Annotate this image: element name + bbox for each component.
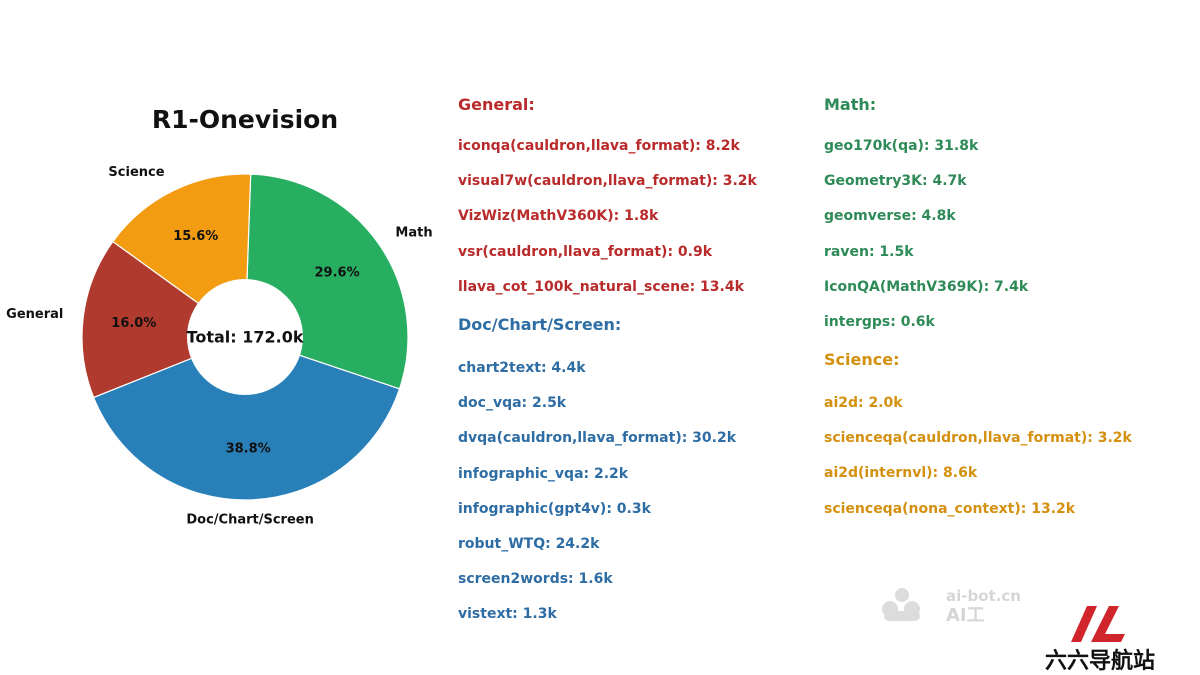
slice-category-label: General — [6, 307, 63, 322]
general-list: iconqa(cauldron,llava_format): 8.2k visu… — [458, 137, 798, 313]
list-item: IconQA(MathV369K): 7.4k — [824, 278, 1029, 295]
doc-heading: Doc/Chart/Screen: — [458, 315, 622, 334]
list-item: screen2words: 1.6k — [458, 571, 613, 588]
list-item: VizWiz(MathV360K): 1.8k — [458, 208, 659, 225]
logo-mark-icon — [1071, 606, 1125, 642]
list-item: scienceqa(nona_context): 13.2k — [824, 500, 1076, 517]
list-item: doc_vqa: 2.5k — [458, 395, 567, 412]
list-item: ai2d: 2.0k — [824, 395, 903, 411]
robot-icon — [882, 588, 920, 621]
logo-text: 六六导航站 — [1045, 648, 1155, 674]
doc-category-block: Doc/Chart/Screen: chart2text: 4.4k doc_v… — [458, 315, 798, 641]
slice-category-label: Doc/Chart/Screen — [186, 512, 314, 527]
site-logo: 六六导航站 — [1045, 606, 1155, 674]
science-category-block: Science: ai2d: 2.0k scienceqa(cauldron,l… — [824, 350, 1184, 535]
watermark: ai-bot.cn AI工 — [882, 587, 1021, 625]
list-item: robut_WTQ: 24.2k — [458, 535, 600, 552]
list-item: dvqa(cauldron,llava_format): 30.2k — [458, 430, 737, 447]
science-heading: Science: — [824, 350, 900, 369]
list-item: raven: 1.5k — [824, 243, 914, 260]
pie-slice-doc-chart-screen — [92, 336, 401, 501]
list-item: iconqa(cauldron,llava_format): 8.2k — [458, 138, 740, 154]
donut-chart: R1-Onevision 29.6% Math 38.8% Doc/Chart/Scr… — [6, 105, 432, 527]
list-item: geo170k(qa): 31.8k — [824, 138, 979, 154]
watermark-site: ai-bot.cn — [946, 587, 1021, 605]
math-list: geo170k(qa): 31.8k Geometry3K: 4.7k geom… — [824, 137, 1184, 348]
watermark-brand: AI工 — [946, 605, 985, 625]
math-heading: Math: — [824, 95, 877, 114]
general-category-block: General: iconqa(cauldron,llava_format): … — [458, 95, 798, 313]
list-item: vistext: 1.3k — [458, 606, 557, 623]
chart-title: R1-Onevision — [152, 105, 338, 134]
donut-hole — [187, 279, 303, 395]
list-item: scienceqa(cauldron,llava_format): 3.2k — [824, 430, 1132, 447]
percent-label: 38.8% — [226, 441, 271, 456]
list-item: vsr(cauldron,llava_format): 0.9k — [458, 243, 713, 260]
list-item: visual7w(cauldron,llava_format): 3.2k — [458, 173, 757, 190]
percent-label: 29.6% — [315, 266, 360, 281]
list-item: infographic_vqa: 2.2k — [458, 465, 629, 482]
list-item: chart2text: 4.4k — [458, 360, 586, 376]
list-item: llava_cot_100k_natural_scene: 13.4k — [458, 278, 744, 295]
list-item: intergps: 0.6k — [824, 313, 935, 330]
list-item: Geometry3K: 4.7k — [824, 173, 967, 190]
slice-category-label: Science — [108, 165, 164, 180]
percent-label: 16.0% — [111, 316, 156, 331]
list-item: infographic(gpt4v): 0.3k — [458, 500, 651, 517]
general-heading: General: — [458, 95, 535, 114]
pie-slice-general — [81, 240, 247, 399]
list-item: geomverse: 4.8k — [824, 208, 956, 225]
doc-list: chart2text: 4.4k doc_vqa: 2.5k dvqa(caul… — [458, 359, 798, 641]
list-item: ai2d(internvl): 8.6k — [824, 465, 978, 482]
science-list: ai2d: 2.0k scienceqa(cauldron,llava_form… — [824, 394, 1184, 535]
percent-label: 15.6% — [173, 229, 218, 244]
center-total-label: Total: 172.0k — [187, 328, 304, 347]
slice-category-label: Math — [395, 225, 432, 240]
math-category-block: Math: geo170k(qa): 31.8k Geometry3K: 4.7… — [824, 95, 1184, 348]
